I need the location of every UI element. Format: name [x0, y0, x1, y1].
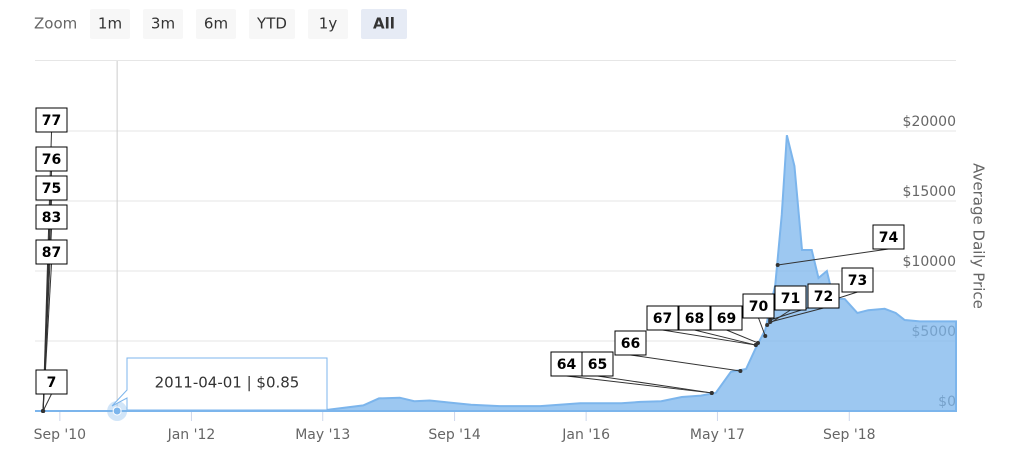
flag-box	[872, 224, 905, 250]
flag-box	[550, 351, 583, 377]
flag-label: 76	[42, 152, 61, 168]
flag-label: 66	[621, 336, 640, 352]
range-button[interactable]: 3m	[143, 9, 183, 39]
range-button-label: 3m	[151, 15, 175, 33]
flag-box	[35, 204, 68, 230]
y-tick-label: $15000	[903, 184, 956, 200]
range-button-label: All	[373, 15, 395, 33]
y-tick-label: $10000	[903, 254, 956, 270]
range-button[interactable]: YTD	[249, 9, 295, 39]
range-button[interactable]: 6m	[196, 9, 236, 39]
flag-box	[646, 305, 679, 331]
x-tick-label: Sep '10	[34, 427, 87, 443]
flag-label: 83	[42, 210, 61, 226]
x-tick-label: Sep '14	[428, 427, 481, 443]
tooltip-box	[111, 357, 328, 411]
flag-label: 67	[653, 311, 672, 327]
range-selector: Zoom 1m 3m 6m YTD 1y All	[34, 9, 407, 39]
area	[34, 134, 957, 412]
range-button-label: 6m	[204, 15, 228, 33]
flag-box	[807, 283, 840, 309]
flag-connector	[662, 329, 756, 346]
flag-anchor	[41, 409, 46, 413]
range-button-bg	[308, 9, 348, 39]
flag-anchor	[765, 323, 770, 328]
flag-box	[35, 369, 68, 395]
flag-connector	[758, 317, 766, 337]
flag-connector	[777, 248, 889, 266]
flag-anchor	[738, 368, 743, 373]
range-button-label: YTD	[256, 15, 287, 33]
range-button-label: 1y	[319, 15, 338, 33]
flag-connector	[630, 354, 741, 372]
flag-label: 87	[42, 245, 61, 261]
range-button[interactable]: All	[361, 9, 407, 39]
flag-box	[841, 267, 874, 293]
range-button-bg	[196, 9, 236, 39]
flag-label: 74	[879, 230, 899, 246]
range-button-bg	[249, 9, 295, 39]
flag-box	[742, 293, 775, 319]
flag-anchor	[775, 262, 780, 267]
flag-box	[35, 239, 68, 265]
flag-box	[581, 351, 614, 377]
x-tick-label: Jan '12	[167, 427, 216, 443]
flag-anchor	[768, 318, 773, 322]
flag-box	[614, 330, 647, 356]
flag-label: 77	[42, 113, 61, 129]
range-button-bg	[361, 9, 407, 39]
flag-anchor	[755, 340, 760, 345]
range-button[interactable]: 1y	[308, 9, 348, 39]
flag-label: 68	[685, 311, 704, 327]
flag-label: 7	[47, 375, 57, 391]
flag-box	[35, 146, 68, 172]
flag-connector	[694, 329, 756, 346]
flag-connector	[769, 307, 824, 323]
flag-label: 75	[42, 181, 61, 197]
flag-label: 69	[717, 311, 736, 327]
flag-connector	[726, 329, 759, 344]
flag-anchor	[709, 390, 714, 395]
flag-label: 65	[588, 357, 607, 373]
flag-label: 70	[749, 299, 769, 315]
flag-box	[710, 305, 743, 331]
flag-box	[35, 107, 68, 133]
flag-label: 73	[848, 273, 867, 289]
x-tick-label: Jan '16	[561, 427, 610, 443]
x-tick-label: Sep '18	[823, 427, 876, 443]
range-button-bg	[143, 9, 183, 39]
range-button[interactable]: 1m	[90, 9, 130, 39]
flag-label: 71	[781, 291, 800, 307]
tooltip-text: 2011-04-01 | $0.85	[155, 374, 300, 392]
hover-marker	[112, 406, 122, 416]
range-button-bg	[90, 9, 130, 39]
flag-box	[678, 305, 711, 331]
x-tick-label: May '13	[295, 427, 350, 443]
y-axis-title: Average Daily Price	[970, 163, 988, 309]
zoom-label: Zoom	[34, 15, 77, 33]
flag-box	[774, 285, 807, 311]
flag-label: 72	[814, 289, 833, 305]
flag-label: 64	[557, 357, 577, 373]
flag-connector	[42, 393, 52, 412]
y-tick-label: $20000	[903, 114, 956, 130]
flag-anchor	[763, 333, 768, 338]
range-button-label: 1m	[98, 15, 122, 33]
flag-connector	[597, 375, 712, 394]
x-tick-label: May '17	[690, 427, 745, 443]
flag-box	[35, 175, 68, 201]
flag-connector	[566, 375, 712, 394]
